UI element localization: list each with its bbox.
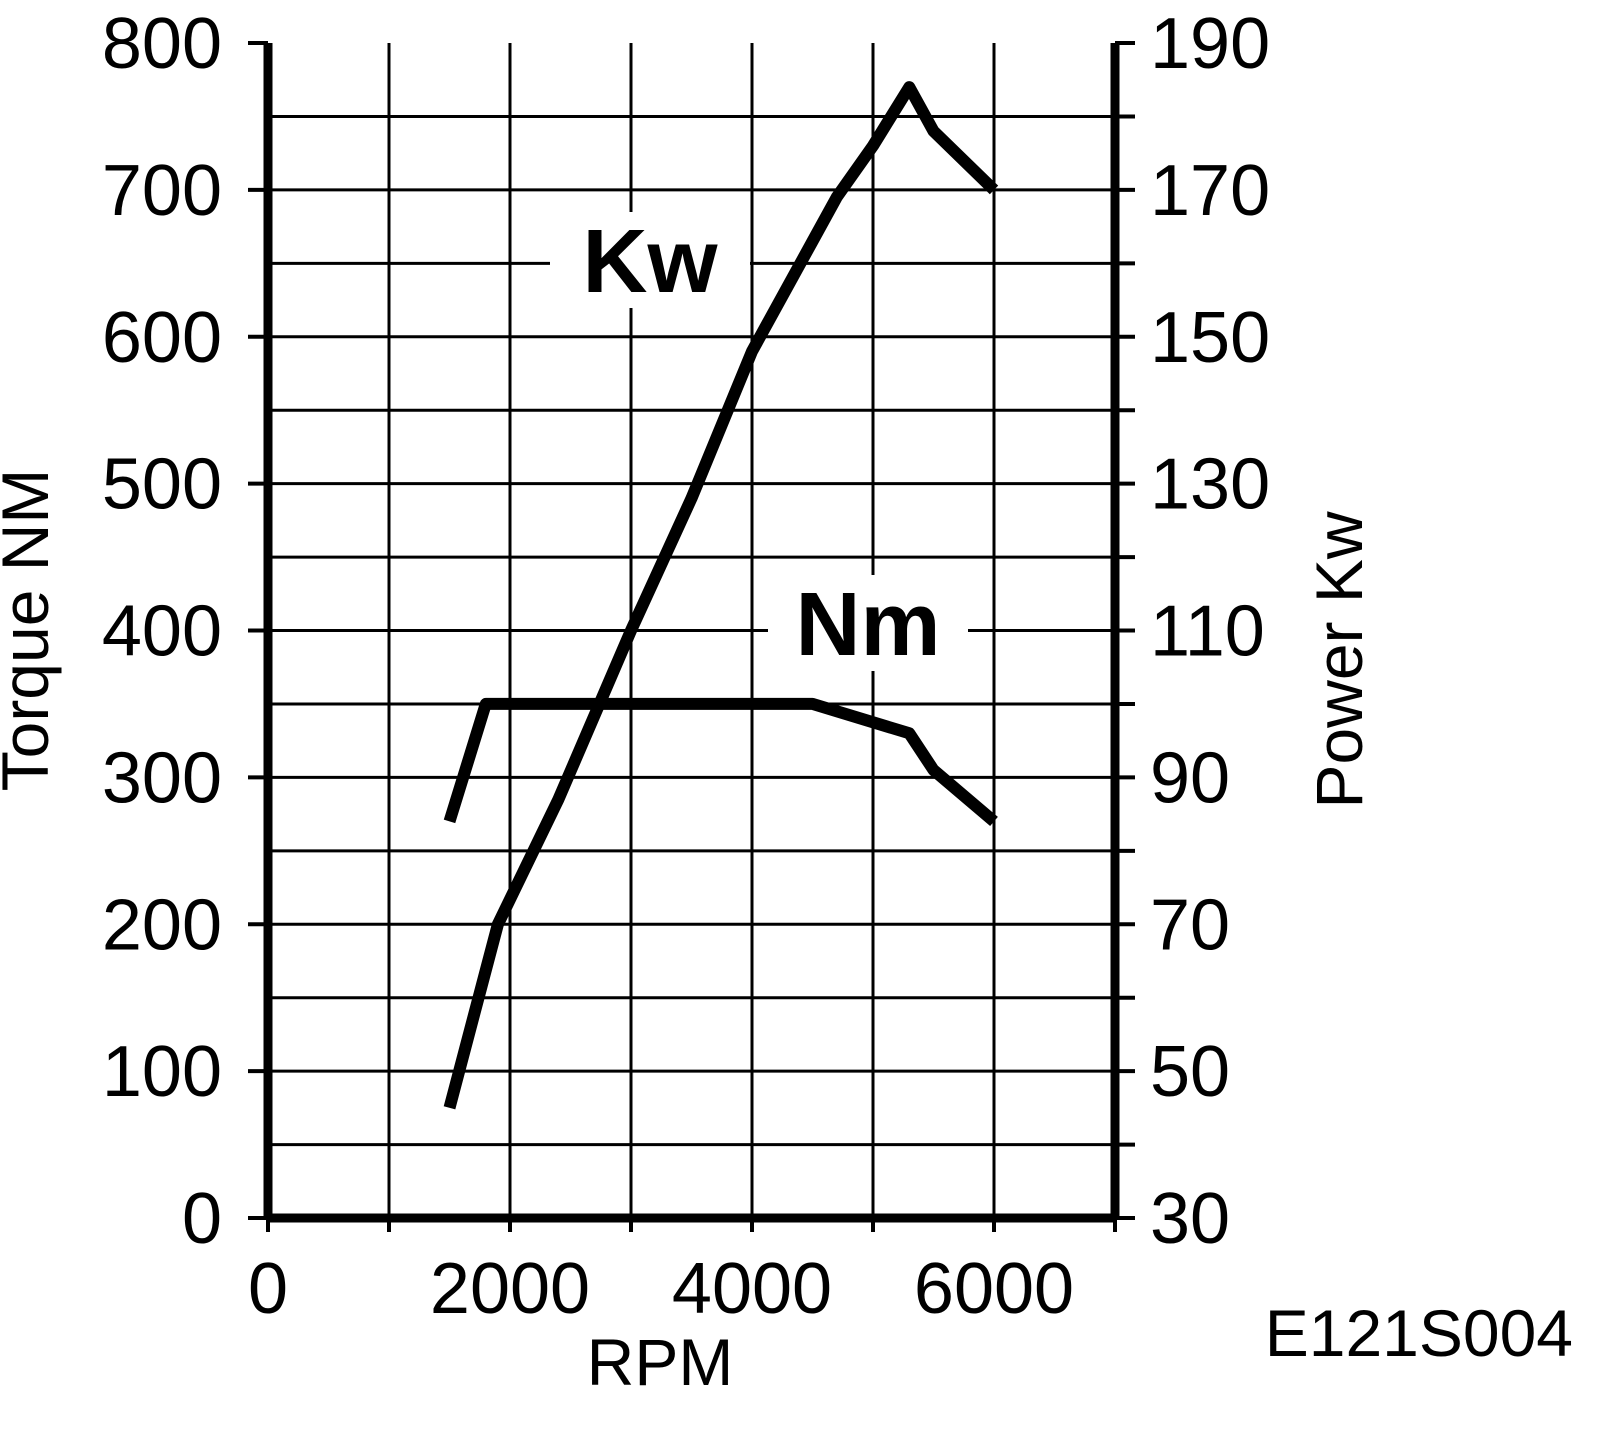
right-tick-label: 110 xyxy=(1150,592,1265,672)
x-tick-label: 6000 xyxy=(914,1249,1074,1329)
series-label-bg-kw xyxy=(550,212,750,308)
series-line-nm xyxy=(443,697,998,826)
x-axis-title: RPM xyxy=(587,1325,734,1399)
reference-code: E121S004 xyxy=(1265,1296,1573,1370)
right-axis-ticks: 30 50 70 90 110 130 150 170 190 xyxy=(1115,4,1270,1259)
right-tick-label: 30 xyxy=(1150,1179,1230,1259)
series-line-kw xyxy=(443,81,999,1110)
left-axis-ticks: 0 100 200 300 400 500 600 700 800 xyxy=(102,4,268,1259)
left-tick-label: 800 xyxy=(102,4,222,84)
left-tick-label: 300 xyxy=(102,738,222,818)
series-label-nm: Nm xyxy=(795,575,940,675)
left-tick-label: 500 xyxy=(102,445,222,525)
x-tick-label: 4000 xyxy=(672,1249,832,1329)
left-tick-label: 700 xyxy=(102,151,222,231)
right-tick-label: 150 xyxy=(1150,298,1270,378)
right-axis-title: Power Kw xyxy=(1302,511,1376,808)
right-tick-label: 190 xyxy=(1150,4,1270,84)
left-axis-title: Torque NM xyxy=(0,469,62,792)
right-tick-label: 50 xyxy=(1150,1032,1230,1112)
series-label-kw: Kw xyxy=(583,212,719,312)
left-tick-label: 0 xyxy=(182,1179,222,1259)
left-tick-label: 600 xyxy=(102,298,222,378)
right-tick-label: 70 xyxy=(1150,885,1230,965)
left-tick-label: 100 xyxy=(102,1032,222,1112)
right-tick-label: 90 xyxy=(1150,738,1230,818)
series: Kw Nm xyxy=(443,81,999,1110)
left-tick-label: 200 xyxy=(102,885,222,965)
right-tick-label: 130 xyxy=(1150,445,1270,525)
x-tick-label: 2000 xyxy=(430,1249,590,1329)
x-tick-label: 0 xyxy=(248,1249,288,1329)
right-tick-label: 170 xyxy=(1150,151,1270,231)
left-tick-label: 400 xyxy=(102,592,222,672)
series-label-bg-nm xyxy=(768,575,968,671)
x-axis-ticks: 0 2000 4000 6000 xyxy=(248,1218,1117,1329)
